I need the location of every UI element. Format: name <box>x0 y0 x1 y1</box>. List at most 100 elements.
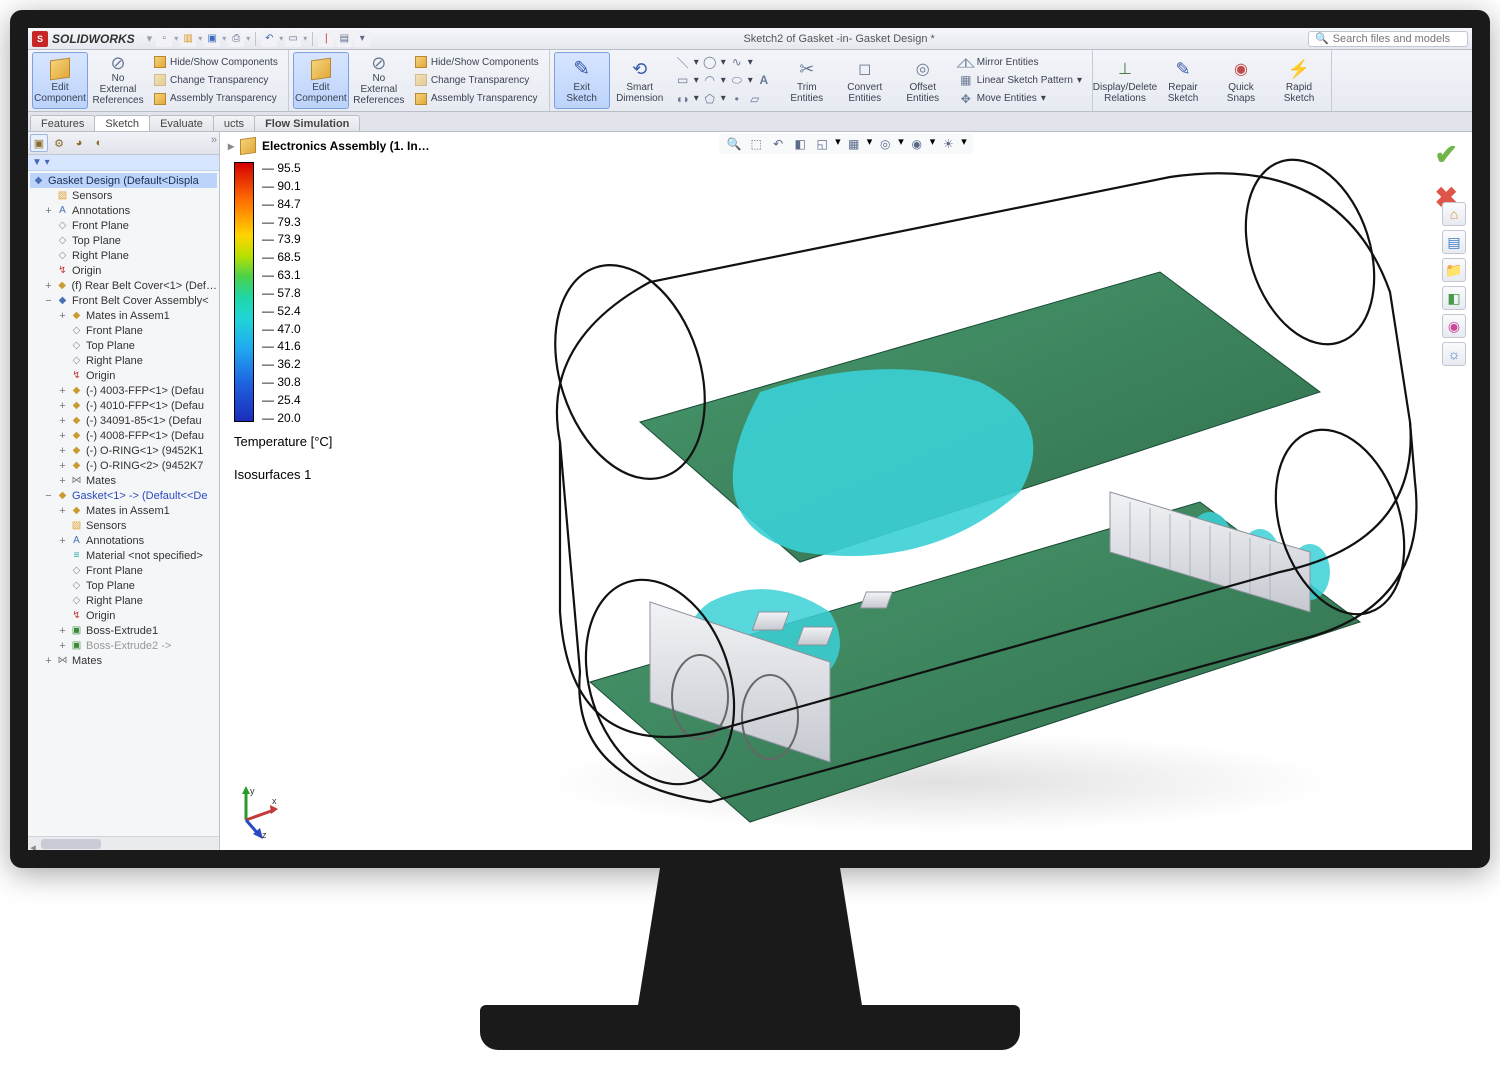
tree-node[interactable]: −◆Gasket<1> -> (Default<<De <box>30 488 217 503</box>
text-tool-icon[interactable]: A <box>757 73 771 87</box>
undo-icon[interactable]: ↶ <box>261 31 277 47</box>
tree-node[interactable]: +◆(-) 4010-FFP<1> (Defau <box>30 398 217 413</box>
tree-node[interactable]: +▣Boss-Extrude2 -> <box>30 638 217 653</box>
spline-tool-icon[interactable]: ∿ <box>730 55 744 69</box>
no-external-references-button[interactable]: ⊘ No External References <box>90 52 146 109</box>
tree-node[interactable]: +AAnnotations <box>30 203 217 218</box>
tree-node[interactable]: +AAnnotations <box>30 533 217 548</box>
linear-sketch-pattern[interactable]: ▦Linear Sketch Pattern ▾ <box>957 71 1084 89</box>
smart-dimension-button[interactable]: ⟲ Smart Dimension <box>612 52 668 109</box>
tree-node[interactable]: ◇Right Plane <box>30 593 217 608</box>
feature-manager-tabs: ▣ ⚙ ◕ ◐ » <box>28 132 219 155</box>
app-brand: SOLIDWORKS <box>52 32 135 46</box>
quick-snaps-button[interactable]: ◉ Quick Snaps <box>1213 52 1269 109</box>
tree-node[interactable]: +◆(-) O-RING<2> (9452K7 <box>30 458 217 473</box>
svg-text:z: z <box>262 830 267 840</box>
rect-tool-icon[interactable]: ▭ <box>676 73 690 87</box>
svg-text:y: y <box>250 786 255 796</box>
hide-show-components[interactable]: Hide/Show Components <box>152 53 280 71</box>
tree-node[interactable]: ◇Top Plane <box>30 338 217 353</box>
tab-products-partial[interactable]: ucts <box>213 115 255 131</box>
tree-node[interactable]: −◆Front Belt Cover Assembly< <box>30 293 217 308</box>
point-tool-icon[interactable]: • <box>730 92 744 106</box>
tree-node[interactable]: ◇Top Plane <box>30 233 217 248</box>
polygon-tool-icon[interactable]: ⬠ <box>703 92 717 106</box>
tree-node[interactable]: +◆(f) Rear Belt Cover<1> (Def… <box>30 278 217 293</box>
tree-node[interactable]: ≡Material <not specified> <box>30 548 217 563</box>
repair-sketch-button[interactable]: ✎ Repair Sketch <box>1155 52 1211 109</box>
rapid-sketch-button[interactable]: ⚡ Rapid Sketch <box>1271 52 1327 109</box>
tab-sketch[interactable]: Sketch <box>94 115 150 131</box>
exit-sketch-button[interactable]: ✎ Exit Sketch <box>554 52 610 109</box>
circle-tool-icon[interactable]: ◯ <box>703 55 717 69</box>
tree-node[interactable]: +⋈Mates <box>30 653 217 668</box>
search-input[interactable] <box>1333 33 1461 45</box>
convert-entities-button[interactable]: ◻ Convert Entities <box>837 52 893 109</box>
app-window: S SOLIDWORKS ▾ ▫▾ ▥▾ ▣▾ ⎙▾ ↶▾ ▭▾ ❘ ▤ ▾ S… <box>28 28 1472 850</box>
tree-node[interactable]: ↯Origin <box>30 368 217 383</box>
tree-node[interactable]: ◇Front Plane <box>30 563 217 578</box>
search-box[interactable]: 🔍 <box>1308 31 1468 47</box>
assembly-transparency-2[interactable]: Assembly Transparency <box>413 90 541 108</box>
hide-show-components-2[interactable]: Hide/Show Components <box>413 53 541 71</box>
orientation-triad[interactable]: y x z <box>226 780 286 840</box>
tree-node[interactable]: ↯Origin <box>30 608 217 623</box>
horizontal-scrollbar[interactable]: ◂ <box>28 836 219 850</box>
new-icon[interactable]: ▫ <box>156 31 172 47</box>
tree-node[interactable]: ◇Front Plane <box>30 218 217 233</box>
fm-tree-tab-icon[interactable]: ▣ <box>30 134 48 152</box>
line-tool-icon[interactable]: ＼ <box>676 55 690 69</box>
legend-sub: Isosurfaces 1 <box>234 467 332 482</box>
fm-config-tab-icon[interactable]: ⚙ <box>50 134 68 152</box>
options-icon[interactable]: ▤ <box>336 31 352 47</box>
tree-node[interactable]: +◆(-) 34091-85<1> (Defau <box>30 413 217 428</box>
tree-root[interactable]: ◆Gasket Design (Default<Displa <box>30 173 217 188</box>
select-icon[interactable]: ▭ <box>285 31 301 47</box>
model-render <box>330 142 1450 842</box>
tree-node[interactable]: ▧Sensors <box>30 188 217 203</box>
more-icon[interactable]: ▾ <box>354 31 370 47</box>
change-transparency-2[interactable]: Change Transparency <box>413 71 541 89</box>
trim-entities-button[interactable]: ✂ Trim Entities <box>779 52 835 109</box>
plane-tool-icon[interactable]: ▱ <box>748 92 762 106</box>
tree-node[interactable]: +▣Boss-Extrude1 <box>30 623 217 638</box>
display-delete-relations-button[interactable]: ⊥ Display/Delete Relations <box>1097 52 1153 109</box>
tree-node[interactable]: +◆(-) 4003-FFP<1> (Defau <box>30 383 217 398</box>
tree-node[interactable]: ▧Sensors <box>30 518 217 533</box>
tree-node[interactable]: ◇Right Plane <box>30 353 217 368</box>
save-icon[interactable]: ▣ <box>204 31 220 47</box>
tree-node[interactable]: +◆(-) O-RING<1> (9452K1 <box>30 443 217 458</box>
legend-tick: — 73.9 <box>262 233 301 245</box>
assembly-transparency[interactable]: Assembly Transparency <box>152 90 280 108</box>
arc-tool-icon[interactable]: ◠ <box>703 73 717 87</box>
tree-node[interactable]: ◇Right Plane <box>30 248 217 263</box>
tree-node[interactable]: +◆(-) 4008-FFP<1> (Defau <box>30 428 217 443</box>
tab-features[interactable]: Features <box>30 115 95 131</box>
mirror-entities[interactable]: ◿◺Mirror Entities <box>957 53 1084 71</box>
tab-flow-simulation[interactable]: Flow Simulation <box>254 115 360 131</box>
graphics-viewport[interactable]: ⩸ ▣ — ◻ ✕ 🔍 ⬚ ↶ ◧ ◱▾ ▦▾ ◎▾ ◉▾ ☀▾ ▸ Elect <box>220 132 1472 850</box>
tree-node[interactable]: ↯Origin <box>30 263 217 278</box>
edit-component-button-2[interactable]: Edit Component <box>293 52 349 109</box>
offset-entities-button[interactable]: ◎ Offset Entities <box>895 52 951 109</box>
tree-node[interactable]: ◇Front Plane <box>30 323 217 338</box>
tree-node[interactable]: +◆Mates in Assem1 <box>30 308 217 323</box>
change-transparency[interactable]: Change Transparency <box>152 71 280 89</box>
tab-evaluate[interactable]: Evaluate <box>149 115 214 131</box>
rebuild-icon[interactable]: ❘ <box>318 31 334 47</box>
fm-display-tab-icon[interactable]: ◕ <box>70 134 88 152</box>
legend-tick: — 47.0 <box>262 323 301 335</box>
print-icon[interactable]: ⎙ <box>228 31 244 47</box>
fm-prop-tab-icon[interactable]: ◐ <box>90 134 108 152</box>
open-icon[interactable]: ▥ <box>180 31 196 47</box>
tree-node[interactable]: +◆Mates in Assem1 <box>30 503 217 518</box>
search-icon: 🔍 <box>1315 32 1329 45</box>
edit-component-button[interactable]: Edit Component <box>32 52 88 109</box>
ellipse-tool-icon[interactable]: ⬭ <box>730 73 744 87</box>
tree-filter[interactable]: ▼ ▾ <box>28 155 219 171</box>
tree-node[interactable]: +⋈Mates <box>30 473 217 488</box>
tree-node[interactable]: ◇Top Plane <box>30 578 217 593</box>
slot-tool-icon[interactable]: ◖◗ <box>676 92 690 106</box>
no-external-references-button-2[interactable]: ⊘ No External References <box>351 52 407 109</box>
move-entities[interactable]: ✥Move Entities ▾ <box>957 90 1084 108</box>
